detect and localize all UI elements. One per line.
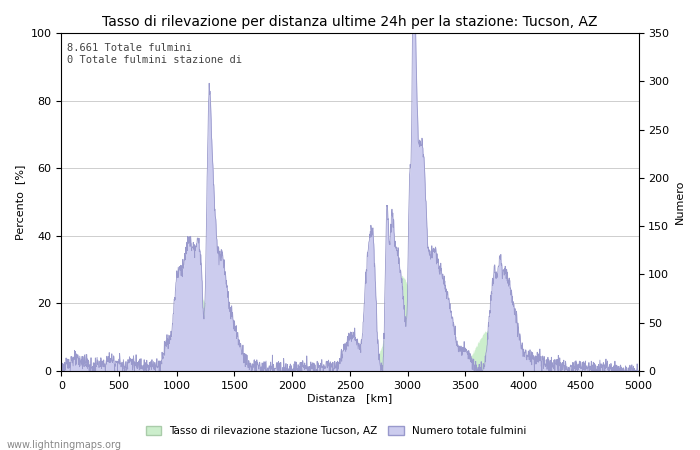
Title: Tasso di rilevazione per distanza ultime 24h per la stazione: Tucson, AZ: Tasso di rilevazione per distanza ultime… [102, 15, 598, 29]
Y-axis label: Percento  [%]: Percento [%] [15, 164, 25, 240]
Text: 8.661 Totale fulmini
0 Totale fulmini stazione di: 8.661 Totale fulmini 0 Totale fulmini st… [67, 43, 242, 65]
Legend: Tasso di rilevazione stazione Tucson, AZ, Numero totale fulmini: Tasso di rilevazione stazione Tucson, AZ… [141, 422, 531, 440]
Y-axis label: Numero: Numero [675, 180, 685, 224]
X-axis label: Distanza   [km]: Distanza [km] [307, 393, 393, 404]
Text: www.lightningmaps.org: www.lightningmaps.org [7, 440, 122, 450]
